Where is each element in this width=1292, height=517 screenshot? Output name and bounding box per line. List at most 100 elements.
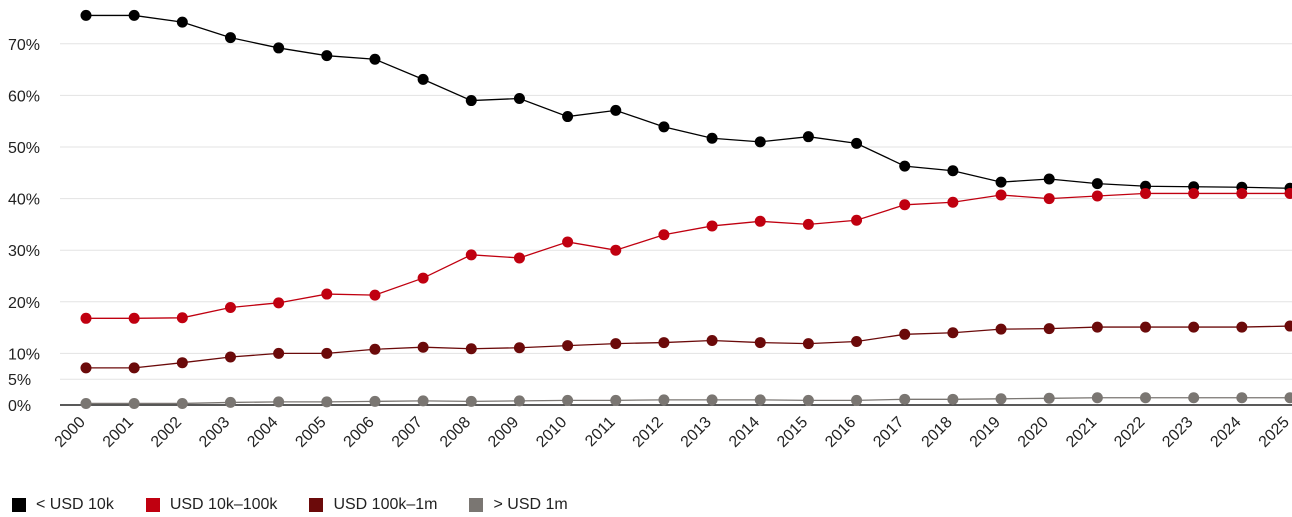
data-point (1284, 320, 1292, 332)
series-line (86, 397, 1290, 405)
data-point (369, 289, 381, 301)
series (80, 187, 1292, 324)
data-point (802, 131, 814, 143)
data-point (947, 393, 959, 405)
data-point (1043, 173, 1055, 185)
data-point (1236, 321, 1248, 333)
data-point (851, 336, 863, 348)
data-point (562, 111, 574, 123)
data-point (1284, 392, 1292, 404)
data-point (658, 229, 670, 241)
data-point (80, 9, 92, 21)
data-point (513, 92, 525, 104)
x-tick-label: 2019 (967, 414, 1004, 451)
data-point (321, 288, 333, 300)
y-tick-label: 70% (8, 37, 40, 54)
x-tick-label: 2005 (292, 414, 329, 451)
x-tick-label: 2020 (1015, 414, 1052, 451)
data-point (128, 312, 140, 324)
data-point (128, 9, 140, 21)
x-tick-label: 2018 (919, 414, 956, 451)
data-point (369, 395, 381, 407)
data-point (80, 312, 92, 324)
data-point (658, 337, 670, 349)
data-point (802, 338, 814, 350)
data-point (899, 328, 911, 340)
data-point (1091, 392, 1103, 404)
data-point (899, 199, 911, 211)
data-point (176, 312, 188, 324)
x-tick-label: 2022 (1111, 414, 1148, 451)
legend-label: < USD 10k (36, 496, 114, 513)
data-point (562, 340, 574, 352)
data-point (1236, 187, 1248, 199)
series-line (86, 14, 1291, 189)
data-point (1091, 178, 1103, 190)
legend-swatch (309, 498, 324, 512)
data-point (754, 394, 766, 406)
x-tick-label: 2021 (1063, 414, 1100, 451)
data-point (417, 272, 429, 284)
data-point (947, 165, 959, 177)
data-point (1284, 187, 1292, 199)
x-tick-label: 2024 (1207, 414, 1244, 451)
data-point (851, 214, 863, 226)
data-point (610, 394, 622, 406)
data-point (754, 337, 766, 349)
y-tick-label: 10% (8, 346, 40, 363)
data-point (610, 104, 622, 116)
x-tick-label: 2001 (100, 414, 137, 451)
data-point (947, 196, 959, 208)
data-point (176, 16, 188, 28)
data-point (465, 95, 477, 107)
series (80, 392, 1292, 409)
series-group (80, 9, 1292, 409)
data-point (562, 236, 574, 248)
data-point (947, 327, 959, 339)
x-tick-label: 2000 (52, 414, 89, 451)
series-line (86, 192, 1290, 319)
data-point (1188, 321, 1200, 333)
x-tick-label: 2014 (726, 414, 763, 451)
data-point (80, 362, 92, 374)
y-tick-label: 60% (8, 88, 40, 105)
data-point (995, 189, 1007, 201)
data-point (851, 394, 863, 406)
legend: < USD 10k USD 10k–100k USD 100k–1m > USD 1m (12, 496, 600, 514)
legend-swatch (469, 498, 484, 512)
legend-item: USD 100k–1m (309, 496, 437, 514)
data-point (1043, 193, 1055, 205)
data-point (899, 160, 911, 172)
data-point (465, 395, 477, 407)
data-point (995, 176, 1007, 188)
x-tick-label: 2010 (533, 414, 570, 451)
data-point (899, 393, 911, 405)
data-point (851, 137, 863, 149)
data-point (224, 301, 236, 313)
x-tick-label: 2013 (678, 414, 715, 451)
x-tick-label: 2008 (437, 414, 474, 451)
x-tick-label: 2023 (1159, 414, 1196, 451)
data-point (1043, 323, 1055, 335)
data-point (321, 347, 333, 359)
data-point (176, 397, 188, 409)
x-tick-label: 2016 (822, 414, 859, 451)
legend-swatch (12, 498, 26, 512)
legend-label: USD 100k–1m (333, 496, 438, 513)
legend-item: > USD 1m (469, 496, 568, 514)
data-point (610, 338, 622, 350)
x-tick-label: 2012 (630, 414, 667, 451)
x-tick-label: 2002 (148, 414, 185, 451)
data-point (706, 132, 718, 144)
data-point (224, 396, 236, 408)
data-point (1236, 392, 1248, 404)
x-axis-tick-labels: 2000 2001 2002 2003 2004 2005 2006 2007 2008 2009… (52, 414, 1292, 451)
data-point (1140, 392, 1152, 404)
data-point (1140, 321, 1152, 333)
x-tick-label: 2025 (1256, 414, 1292, 451)
data-point (80, 397, 92, 409)
data-point (658, 121, 670, 133)
data-point (513, 342, 525, 354)
data-point (754, 215, 766, 227)
